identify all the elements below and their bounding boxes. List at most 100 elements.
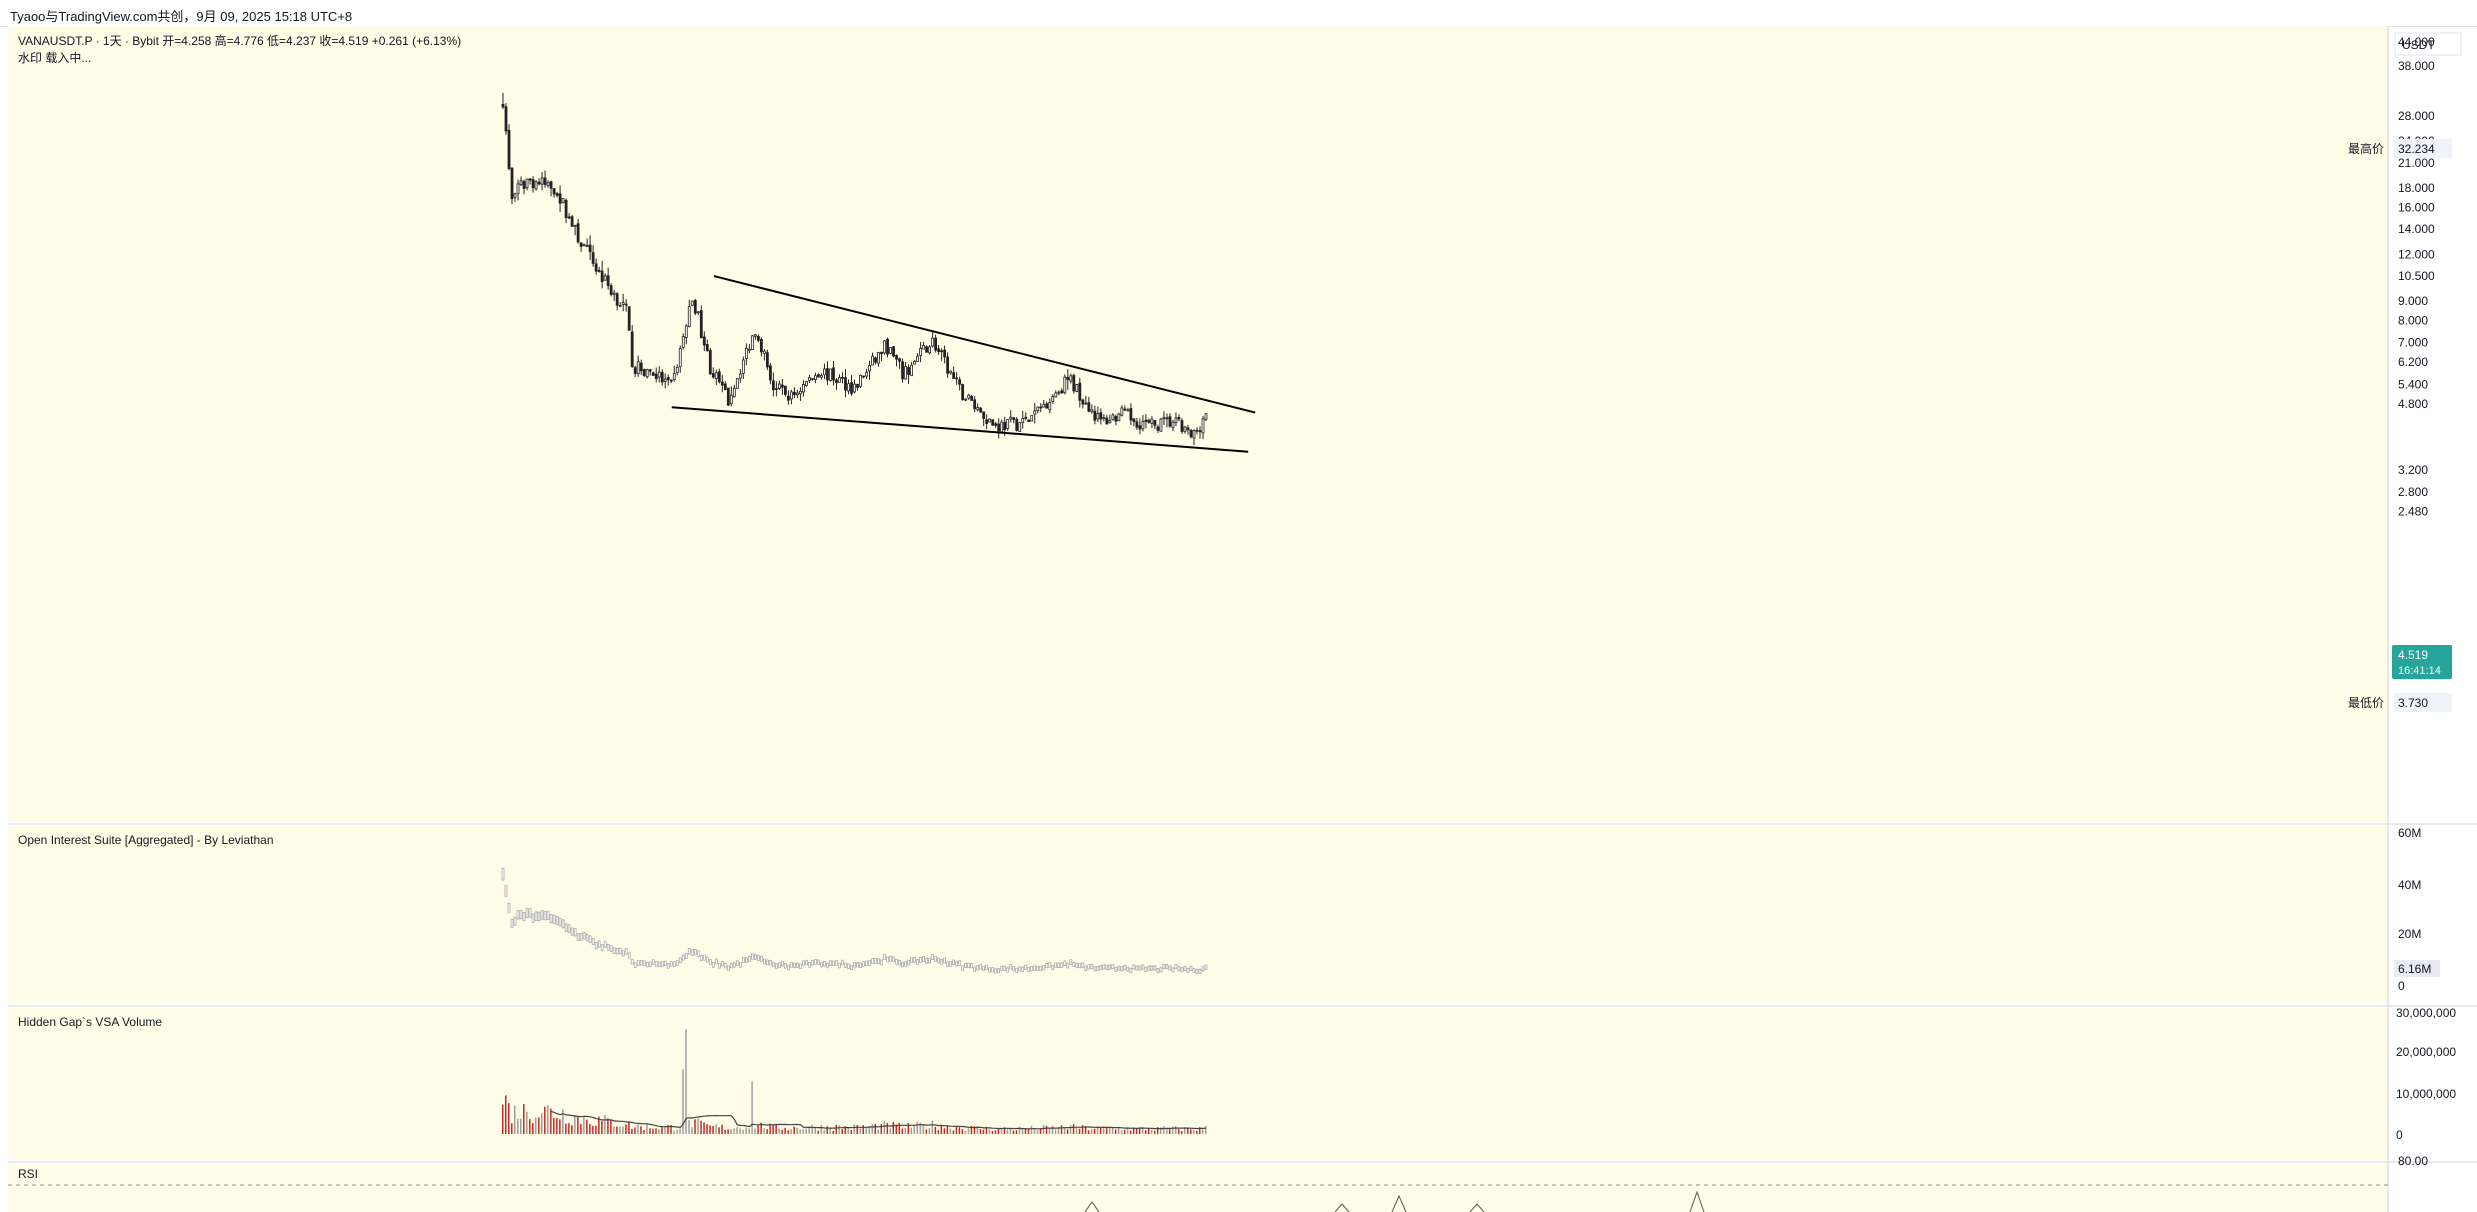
oi-bar [531,913,535,923]
oi-bar [922,956,925,962]
vsa-pane[interactable] [8,1008,2388,1160]
candle [546,180,550,188]
candle [678,345,682,373]
trendline-lower[interactable] [671,406,1249,453]
candle [970,394,974,401]
candle [681,333,685,350]
volume-bar [1030,1125,1033,1134]
volume-bar [1186,1127,1189,1134]
candle [952,366,956,379]
rsi-pane[interactable] [8,1164,2388,1212]
oi-bar [597,940,601,948]
candle [522,179,526,195]
volume-bar [901,1128,904,1134]
candlestick-series [501,93,1208,445]
candle [726,387,730,406]
volume-bar [925,1129,928,1134]
candle [1018,421,1022,432]
oi-bar [690,949,694,956]
oi-bar [751,953,754,960]
candle [1045,401,1049,409]
oi-bar [802,960,805,966]
oi-bar [1102,964,1106,970]
oi-bar [681,954,685,961]
candle [705,339,709,352]
volume-bar [673,1130,675,1134]
candle [901,358,904,383]
oi-indicator-title: Open Interest Suite [Aggregated] - By Le… [18,833,274,847]
candle [576,219,580,244]
candle [1102,414,1106,422]
volume-bar [997,1128,1000,1134]
volume-bar [805,1128,807,1134]
oi-bar [645,961,649,968]
currency-box[interactable] [2394,32,2462,56]
high-price-value: 32.234 [2398,142,2435,156]
volume-bar [607,1118,609,1134]
oi-bar [1150,965,1154,971]
volume-bar [625,1124,627,1134]
volume-bar [1147,1128,1150,1134]
vsa-tick-10m: 10,000,000 [2396,1087,2456,1101]
candle [1123,405,1127,412]
oi-bar [684,952,688,959]
oi-bar [796,962,799,968]
candle [510,167,514,205]
volume-bar [787,1130,789,1134]
candle [817,373,820,378]
candle [1087,396,1091,413]
volume-bar [1177,1129,1180,1134]
volume-bar [646,1123,648,1134]
oi-bar [808,962,811,968]
candle [955,372,959,385]
volume-bar [667,1124,669,1134]
volume-bar [1168,1128,1171,1134]
price-pane[interactable] [8,26,2388,822]
oi-bar [1048,962,1052,968]
volume-bar [736,1126,738,1134]
candle [642,368,646,377]
candle [753,333,757,340]
volume-bar [523,1103,525,1134]
candle [919,341,922,363]
volume-bar [1144,1130,1147,1134]
oi-bar [1108,964,1112,970]
price-axis[interactable]: USDT 44.00038.00028.00024.00021.00018.00… [2348,32,2462,712]
volume-bar [862,1125,865,1134]
candle [793,387,796,399]
oi-bar [558,917,562,927]
volume-bar [1108,1127,1111,1134]
oi-bar [901,961,904,968]
candle [1006,419,1010,431]
candle [1201,416,1205,440]
price-tick: 28.000 [2398,109,2435,123]
oi-bar [702,954,706,961]
oi-bar [1192,968,1196,974]
oi-bar [732,962,736,968]
oi-bar [1105,965,1109,971]
volume-bar [766,1129,768,1134]
volume-bar [1027,1129,1030,1134]
candle [808,374,811,384]
oi-bar [519,909,523,920]
candle [564,198,568,224]
trendlines[interactable] [671,275,1256,453]
oi-bar [805,959,808,966]
oi-pane[interactable] [8,826,2388,1004]
volume-bar [934,1126,937,1134]
oi-bar [615,948,619,955]
candle [1120,405,1124,417]
candle [747,343,751,354]
volume-bar [778,1128,780,1134]
volume-bar [571,1125,573,1134]
volume-bar [967,1128,970,1134]
oi-bar [937,957,940,964]
volume-bar [853,1124,855,1134]
trendline-upper[interactable] [713,275,1256,414]
volume-bar [1159,1127,1162,1134]
oi-bar [729,963,733,969]
oi-bar [910,957,913,964]
oi-bar [964,962,968,969]
volume-bar [868,1126,871,1134]
